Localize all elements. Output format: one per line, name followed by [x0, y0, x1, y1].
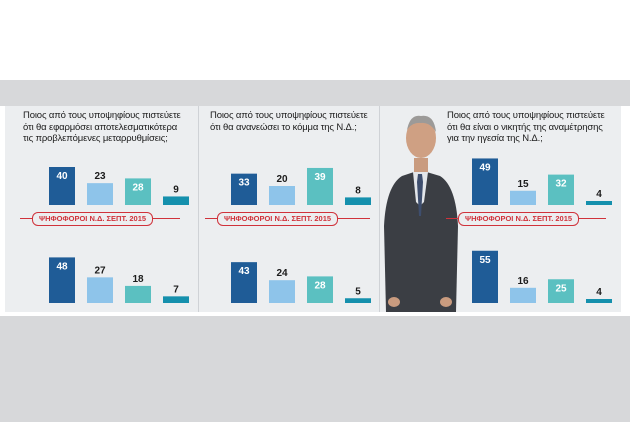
bar-2-3-3	[345, 298, 371, 303]
panel-3-title: Ποιος από τους υποψηφίους πιστεύετε ότι …	[447, 110, 605, 145]
bar-value-label: 55	[479, 255, 491, 266]
bar-2-2-0	[231, 173, 257, 205]
bar-1-0-1	[87, 183, 113, 205]
bar-3-5-2	[548, 279, 574, 303]
bar-value-label: 4	[596, 287, 602, 298]
bar-1-0-0	[49, 167, 75, 205]
bar-1-1-3	[163, 296, 189, 303]
candidate-photo	[380, 106, 462, 312]
bar-value-label: 28	[314, 280, 326, 291]
top-white-area	[0, 0, 630, 80]
bar-value-label: 32	[555, 179, 567, 190]
bar-value-label: 49	[479, 162, 491, 173]
panel-1-title: Ποιος από τους υποψηφίους πιστεύετε ότι …	[23, 110, 181, 145]
panel-renewal	[199, 106, 379, 312]
bar-value-label: 20	[276, 174, 288, 185]
panel-2-title-line-2: ότι θα ανανεώσει το κόμμα της Ν.Δ.;	[210, 121, 357, 133]
bar-2-3-0	[231, 262, 257, 303]
panel-divider	[198, 106, 199, 312]
bar-2-3-2	[307, 276, 333, 303]
bar-3-4-1	[510, 190, 536, 205]
bar-value-label: 15	[517, 179, 529, 190]
panel-1-title-line-1: Ποιος από τους υποψηφίους πιστεύετε	[23, 110, 181, 121]
bar-value-label: 48	[56, 261, 68, 272]
bar-value-label: 40	[56, 171, 68, 182]
bar-value-label: 28	[132, 182, 144, 193]
panel-divider	[379, 106, 380, 312]
bar-value-label: 39	[314, 172, 326, 183]
ribbon-label: ΨΗΦΟΦΟΡΟΙ Ν.Δ. ΣΕΠΤ. 2015	[458, 212, 580, 226]
bar-value-label: 23	[94, 171, 106, 182]
panel-3-title-line-3: για την ηγεσία της Ν.Δ.;	[447, 133, 543, 144]
bar-3-4-3	[586, 201, 612, 205]
bar-value-label: 43	[238, 266, 250, 277]
panel-2-title: Ποιος από τους υποψηφίους πιστεύετε ότι …	[210, 110, 368, 133]
ribbon-panel-2: ΨΗΦΟΦΟΡΟΙ Ν.Δ. ΣΕΠΤ. 2015	[205, 212, 370, 226]
bar-1-1-0	[49, 257, 75, 303]
bar-1-1-1	[87, 277, 113, 303]
bar-value-label: 7	[173, 284, 179, 295]
bar-value-label: 8	[355, 185, 361, 196]
bar-value-label: 5	[355, 286, 361, 297]
ribbon-label: ΨΗΦΟΦΟΡΟΙ Ν.Δ. ΣΕΠΤ. 2015	[32, 212, 154, 226]
bar-value-label: 27	[94, 265, 106, 276]
bar-1-0-2	[125, 178, 151, 205]
bar-value-label: 18	[132, 274, 144, 285]
bar-3-4-0	[472, 158, 498, 205]
bar-3-5-0	[472, 250, 498, 303]
panel-1-title-line-2: ότι θα εφαρμόσει αποτελεσματικότερα	[23, 121, 178, 133]
panel-2-title-line-1: Ποιος από τους υποψηφίους πιστεύετε	[210, 110, 368, 121]
bar-value-label: 24	[276, 268, 288, 279]
bar-value-label: 33	[238, 178, 250, 189]
bar-value-label: 16	[517, 276, 529, 287]
bar-value-label: 9	[173, 184, 179, 195]
bar-value-label: 25	[555, 283, 567, 294]
bar-1-1-2	[125, 285, 151, 303]
bar-2-3-1	[269, 280, 295, 303]
panel-1-title-line-3: τις προβλεπόμενες μεταρρυθμίσεις;	[23, 133, 168, 144]
bar-3-4-2	[548, 174, 574, 205]
ribbon-label: ΨΗΦΟΦΟΡΟΙ Ν.Δ. ΣΕΠΤ. 2015	[217, 212, 339, 226]
bar-2-2-2	[307, 167, 333, 205]
bar-3-5-3	[586, 299, 612, 303]
bar-2-2-3	[345, 197, 371, 205]
bar-2-2-1	[269, 186, 295, 205]
panel-3-title-line-2: ότι θα είναι ο νικητής της αναμέτρησης	[447, 121, 603, 133]
panel-3-title-line-1: Ποιος από τους υποψηφίους πιστεύετε	[447, 110, 605, 121]
ribbon-panel-3: ΨΗΦΟΦΟΡΟΙ Ν.Δ. ΣΕΠΤ. 2015	[446, 212, 606, 226]
bar-value-label: 4	[596, 189, 602, 200]
bar-3-5-1	[510, 287, 536, 303]
bar-1-0-3	[163, 196, 189, 205]
ribbon-panel-1: ΨΗΦΟΦΟΡΟΙ Ν.Δ. ΣΕΠΤ. 2015	[20, 212, 180, 226]
